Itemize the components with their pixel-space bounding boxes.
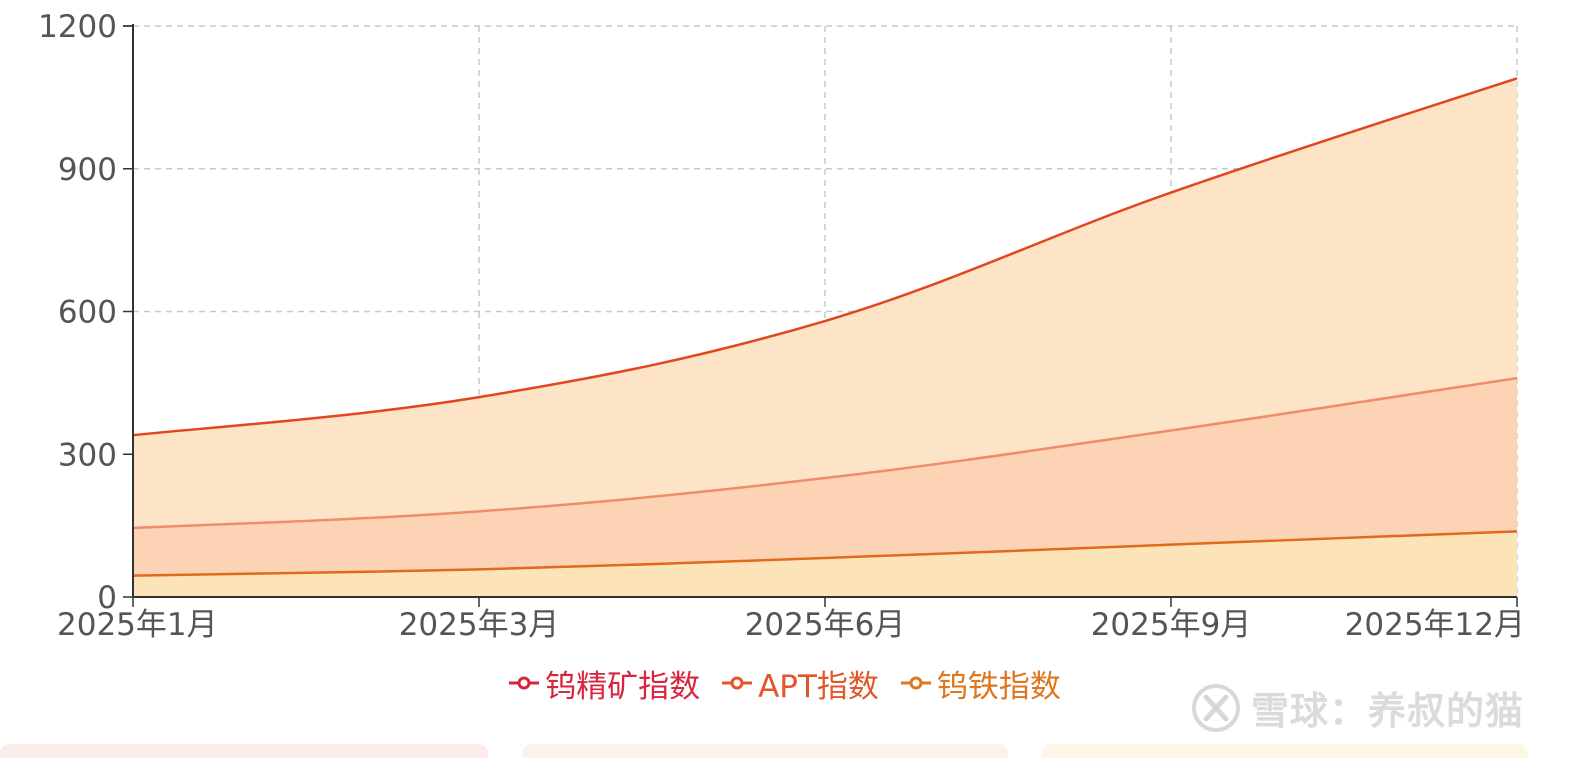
legend-marker-icon: [722, 676, 753, 690]
legend-label: APT指数: [758, 668, 879, 705]
watermark: 雪球：养叔的猫: [1191, 680, 1524, 735]
watermark-text: 雪球：养叔的猫: [1250, 689, 1524, 733]
snowball-logo-icon: [1191, 683, 1240, 732]
y-tick-label: 300: [58, 437, 117, 473]
y-tick-label: 0: [97, 580, 117, 616]
series-line-2: [132, 376, 1518, 530]
legend-item-series-3[interactable]: 钨铁指数: [900, 661, 1061, 706]
series-line-1: [132, 77, 1518, 437]
legend-marker-icon: [900, 676, 931, 690]
legend-marker-icon: [509, 676, 540, 690]
y-tick-label: 900: [58, 152, 117, 188]
series-lines: [132, 77, 1518, 577]
series-line-3: [132, 530, 1518, 577]
x-tick-label: 2025年12月: [1345, 607, 1525, 643]
x-tick-label: 2025年1月: [57, 607, 218, 643]
legend-item-series-2[interactable]: APT指数: [722, 661, 879, 706]
x-tick-label: 2025年9月: [1091, 607, 1252, 643]
axes: 0 300 600 900 1200 2025年1月 2025年3月 2025年6月 2025年…: [38, 9, 1525, 643]
card-edge-1[interactable]: [0, 744, 488, 758]
x-tick-label: 2025年6月: [745, 607, 906, 643]
series-area-2: [133, 378, 1517, 597]
bottom-card-strip: [0, 744, 1570, 758]
y-tick-label: 600: [58, 295, 117, 331]
series-areas: [133, 78, 1517, 597]
y-tick-label: 1200: [38, 9, 117, 45]
legend-label: 钨铁指数: [936, 668, 1061, 705]
area-chart: 0 300 600 900 1200 2025年1月 2025年3月 2025年6月 2025年…: [38, 9, 1525, 643]
chart-legend: 钨精矿指数 APT指数 钨铁指数: [0, 660, 1570, 706]
card-edge-3[interactable]: [1042, 744, 1528, 758]
card-edge-2[interactable]: [522, 744, 1008, 758]
x-tick-label: 2025年3月: [399, 607, 560, 643]
legend-label: 钨精矿指数: [545, 668, 701, 705]
legend-item-series-1[interactable]: 钨精矿指数: [509, 661, 700, 706]
series-area-3: [133, 531, 1517, 597]
